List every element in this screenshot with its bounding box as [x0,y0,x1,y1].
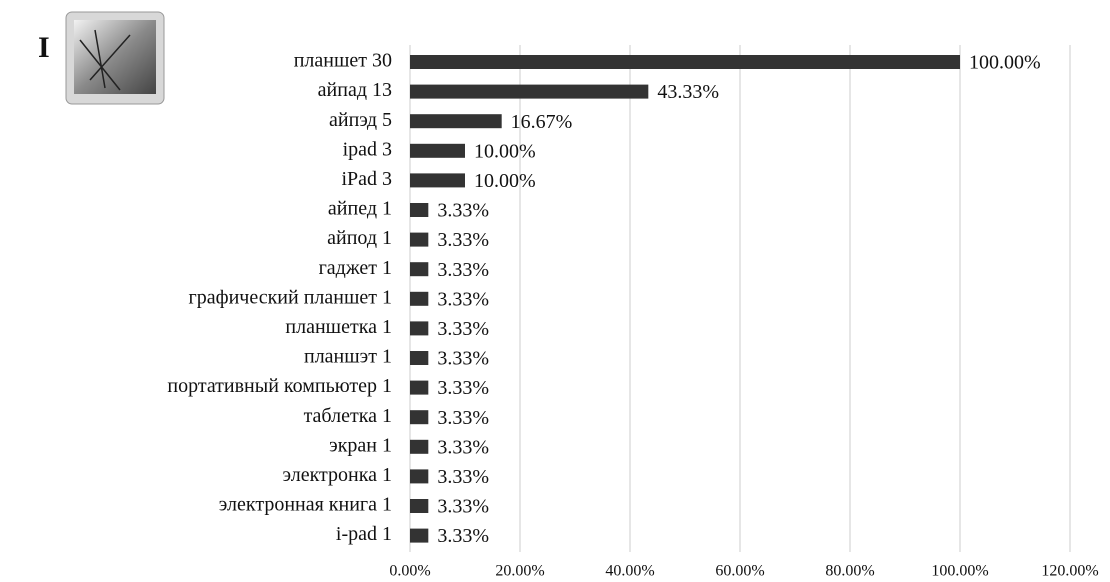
y-tick-label: электронка 1 [282,464,392,486]
value-label: 10.00% [474,170,536,192]
value-label: 43.33% [657,81,719,103]
x-tick-label: 80.00% [825,563,874,580]
bar [410,55,960,69]
y-tick-label: айпед 1 [328,198,392,220]
bar [410,291,429,306]
y-tick-label: планшетка 1 [285,316,392,338]
bar [410,410,429,425]
y-tick-label: гаджет 1 [319,257,392,279]
bar [410,499,429,513]
bar [410,173,465,188]
y-tick-label: планшет 30 [294,50,392,72]
y-tick-label: iPad 3 [341,168,392,190]
bar [410,528,429,543]
bar [410,203,429,217]
bar [410,469,429,484]
value-label: 3.33% [437,348,489,370]
value-label: 3.33% [437,259,489,281]
value-label: 3.33% [437,200,489,222]
value-label: 3.33% [437,377,489,399]
y-tick-label: i-pad 1 [336,523,392,545]
y-tick-label: таблетка 1 [304,405,392,427]
value-label: 3.33% [437,318,489,340]
value-label: 16.67% [511,111,573,133]
x-tick-label: 20.00% [495,563,544,580]
y-tick-label: экран 1 [329,434,392,456]
value-label: 100.00% [969,52,1041,74]
x-tick-label: 60.00% [715,563,764,580]
bar [410,439,429,454]
bar [410,114,502,129]
y-tick-label: ipad 3 [343,138,392,160]
y-tick-label: портативный компьютер 1 [167,375,392,397]
x-tick-label: 100.00% [931,563,988,580]
tablet-icon [65,11,165,105]
x-tick-label: 0.00% [389,563,430,580]
value-label: 3.33% [437,229,489,251]
y-tick-label: графический планшет 1 [189,286,392,308]
value-label: 3.33% [437,496,489,518]
value-label: 3.33% [437,288,489,310]
value-label: 10.00% [474,140,536,162]
bar [410,84,649,99]
y-tick-label: электронная книга 1 [219,494,392,516]
panel-label: I [38,31,50,64]
y-tick-label: айпод 1 [327,227,392,249]
bar [410,262,429,277]
y-tick-label: планшэт 1 [304,346,392,368]
y-tick-label: айпэд 5 [329,109,392,131]
y-tick-label: айпад 13 [318,79,392,101]
value-label: 3.33% [437,466,489,488]
bar [410,380,429,395]
bar [410,321,429,336]
value-label: 3.33% [437,436,489,458]
value-label: 3.33% [437,407,489,429]
bar [410,143,465,158]
x-tick-label: 120.00% [1041,563,1098,580]
x-tick-label: 40.00% [605,563,654,580]
bar [410,232,429,247]
bar [410,351,429,365]
value-label: 3.33% [437,525,489,547]
